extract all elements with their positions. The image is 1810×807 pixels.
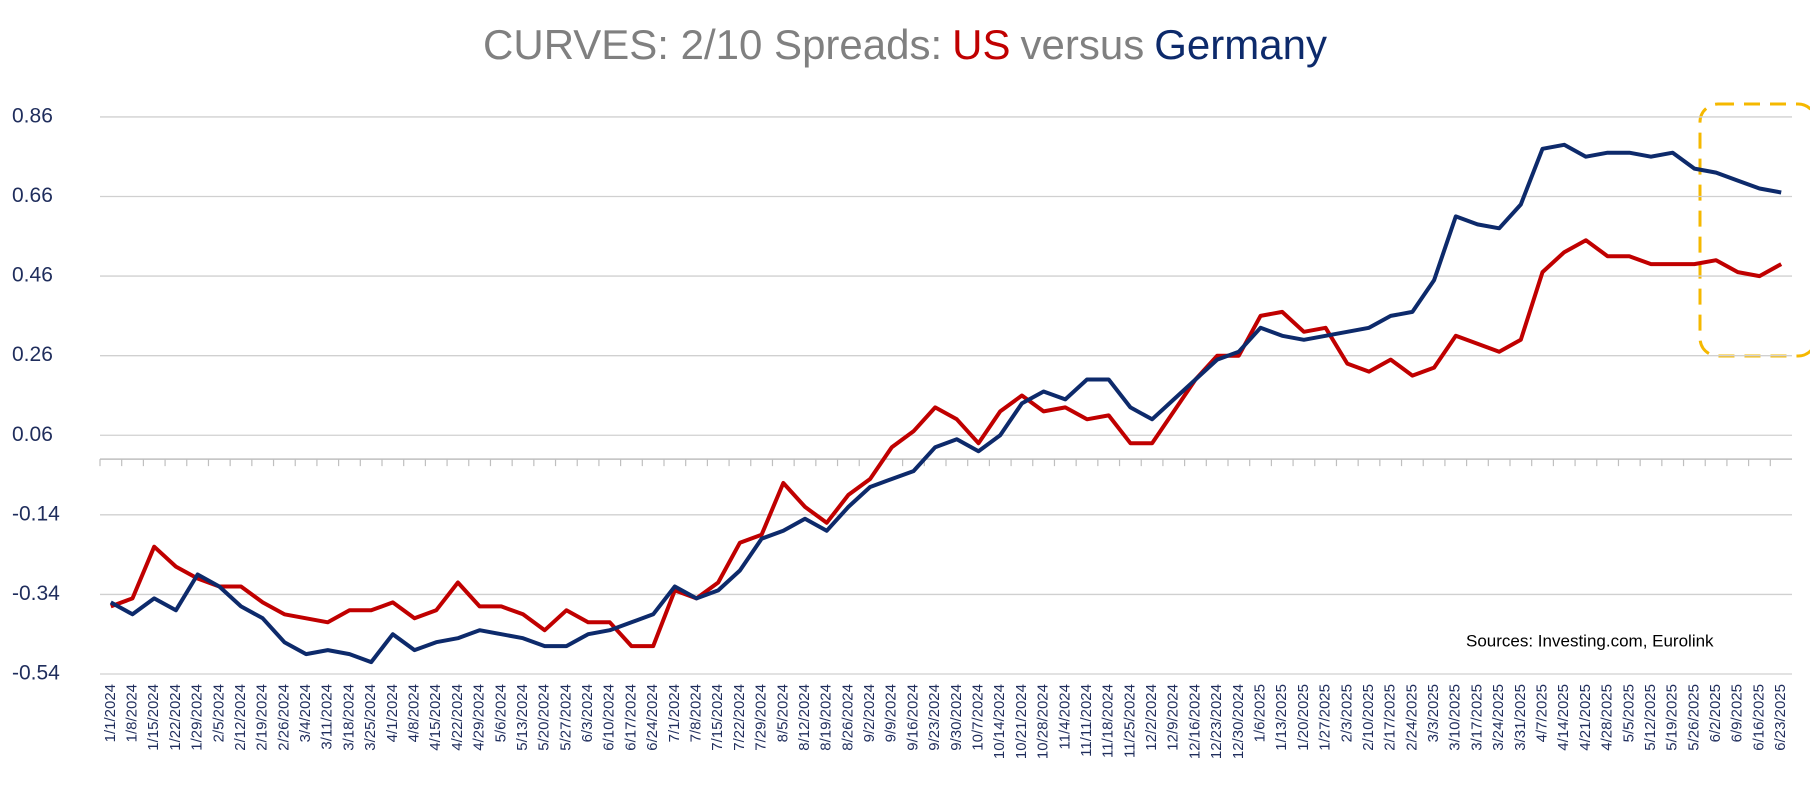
- x-tick-label: 8/26/2024: [839, 684, 856, 751]
- y-tick-label: 0.06: [12, 423, 53, 446]
- x-tick-label: 1/1/2024: [102, 684, 119, 742]
- y-tick-label: -0.54: [12, 662, 60, 685]
- title-text: versus: [1021, 21, 1145, 68]
- title-series: US: [952, 21, 1010, 68]
- y-tick-label: 0.66: [12, 184, 53, 207]
- x-tick-label: 6/16/2025: [1750, 684, 1767, 751]
- source-note: Sources: Investing.com, Eurolink: [1466, 631, 1714, 650]
- series-line: [109, 142, 1782, 665]
- x-tick-label: 4/29/2024: [471, 684, 488, 751]
- x-tick-label: 3/10/2025: [1447, 684, 1464, 751]
- x-tick-label: 1/27/2025: [1317, 684, 1334, 751]
- x-tick-label: 5/26/2025: [1685, 684, 1702, 751]
- x-tick-label: 7/29/2024: [753, 684, 770, 751]
- x-tick-label: 10/21/2024: [1013, 684, 1030, 759]
- x-tick-label: 5/20/2024: [536, 684, 553, 751]
- x-tick-label: 3/24/2025: [1490, 684, 1507, 751]
- x-tick-label: 5/12/2025: [1642, 684, 1659, 751]
- x-tick-label: 4/15/2024: [427, 684, 444, 751]
- x-tick-label: 6/3/2024: [579, 684, 596, 742]
- x-tick-label: 6/2/2025: [1707, 684, 1724, 742]
- x-tick-label: 3/4/2024: [297, 684, 314, 742]
- series-line: [110, 238, 1783, 649]
- x-tick-label: 4/7/2025: [1534, 684, 1551, 742]
- x-tick-label: 10/28/2024: [1035, 684, 1052, 759]
- x-tick-label: 9/9/2024: [883, 684, 900, 742]
- x-tick-label: 4/1/2024: [384, 684, 401, 742]
- x-tick-label: 1/29/2024: [189, 684, 206, 751]
- x-tick-label: 10/14/2024: [991, 684, 1008, 759]
- x-tick-label: 4/22/2024: [449, 684, 466, 751]
- x-tick-label: 8/5/2024: [774, 684, 791, 742]
- y-tick-label: -0.34: [12, 582, 60, 605]
- x-tick-label: 10/7/2024: [970, 684, 987, 751]
- x-tick-label: 3/3/2025: [1425, 684, 1442, 742]
- x-tick-label: 7/15/2024: [709, 684, 726, 751]
- y-tick-label: 0.26: [12, 343, 53, 366]
- x-tick-label: 2/26/2024: [275, 684, 292, 751]
- x-tick-label: 4/8/2024: [406, 684, 423, 742]
- chart-title: CURVES: 2/10 Spreads: US versus Germany: [483, 21, 1327, 68]
- x-tick-label: 9/2/2024: [861, 684, 878, 742]
- x-tick-label: 11/11/2024: [1078, 684, 1095, 757]
- x-tick-label: 8/19/2024: [818, 684, 835, 751]
- x-tick-label: 9/16/2024: [904, 684, 921, 751]
- y-tick-label: 0.86: [12, 104, 53, 127]
- x-tick-label: 7/22/2024: [731, 684, 748, 751]
- x-tick-label: 4/28/2025: [1599, 684, 1616, 751]
- x-tick-label: 3/18/2024: [340, 684, 357, 751]
- x-tick-label: 2/5/2024: [210, 684, 227, 742]
- x-tick-label: 9/30/2024: [948, 684, 965, 751]
- x-tick-label: 11/25/2024: [1121, 684, 1138, 758]
- x-tick-label: 6/17/2024: [622, 684, 639, 751]
- x-tick-label: 5/19/2025: [1664, 684, 1681, 751]
- x-tick-label: 2/12/2024: [232, 684, 249, 751]
- x-tick-label: 12/9/2024: [1165, 684, 1182, 751]
- x-tick-label: 7/1/2024: [666, 684, 683, 742]
- x-tick-label: 5/5/2025: [1620, 684, 1637, 742]
- x-tick-label: 6/10/2024: [601, 684, 618, 751]
- x-tick-label: 5/13/2024: [514, 684, 531, 751]
- x-tick-label: 9/23/2024: [926, 684, 943, 751]
- x-tick-label: 1/13/2025: [1273, 684, 1290, 751]
- x-tick-label: 1/20/2025: [1295, 684, 1312, 751]
- x-tick-label: 4/21/2025: [1577, 684, 1594, 751]
- x-tick-label: 2/19/2024: [254, 684, 271, 751]
- x-tick-label: 6/9/2025: [1729, 684, 1746, 742]
- x-tick-label: 4/14/2025: [1555, 684, 1572, 751]
- x-tick-label: 12/23/2024: [1208, 684, 1225, 759]
- x-tick-label: 3/11/2024: [319, 684, 336, 750]
- x-tick-label: 2/24/2025: [1403, 684, 1420, 751]
- x-tick-label: 7/8/2024: [688, 684, 705, 742]
- x-tick-label: 5/27/2024: [557, 684, 574, 751]
- x-tick-label: 12/30/2024: [1230, 684, 1247, 759]
- x-tick-label: 3/31/2025: [1512, 684, 1529, 751]
- x-tick-label: 11/18/2024: [1100, 684, 1117, 758]
- title-text: CURVES: 2/10 Spreads:: [483, 21, 942, 68]
- x-tick-label: 1/8/2024: [124, 684, 141, 742]
- x-tick-label: 1/22/2024: [167, 684, 184, 751]
- x-tick-label: 6/23/2025: [1772, 684, 1789, 751]
- x-tick-label: 5/6/2024: [492, 684, 509, 742]
- x-tick-label: 1/6/2025: [1252, 684, 1269, 742]
- title-series: Germany: [1154, 21, 1327, 68]
- x-tick-label: 8/12/2024: [796, 684, 813, 751]
- x-tick-label: 2/10/2025: [1360, 684, 1377, 751]
- y-tick-label: -0.14: [12, 502, 60, 525]
- y-tick-label: 0.46: [12, 264, 53, 287]
- x-tick-label: 11/4/2024: [1056, 684, 1073, 750]
- x-tick-label: 12/16/2024: [1186, 684, 1203, 759]
- x-tick-label: 3/17/2025: [1468, 684, 1485, 751]
- x-tick-label: 2/17/2025: [1382, 684, 1399, 751]
- x-tick-label: 1/15/2024: [145, 684, 162, 751]
- x-tick-label: 2/3/2025: [1338, 684, 1355, 742]
- x-tick-label: 3/25/2024: [362, 684, 379, 751]
- x-tick-label: 12/2/2024: [1143, 684, 1160, 751]
- highlight-box: [1698, 102, 1810, 358]
- x-tick-label: 6/24/2024: [644, 684, 661, 751]
